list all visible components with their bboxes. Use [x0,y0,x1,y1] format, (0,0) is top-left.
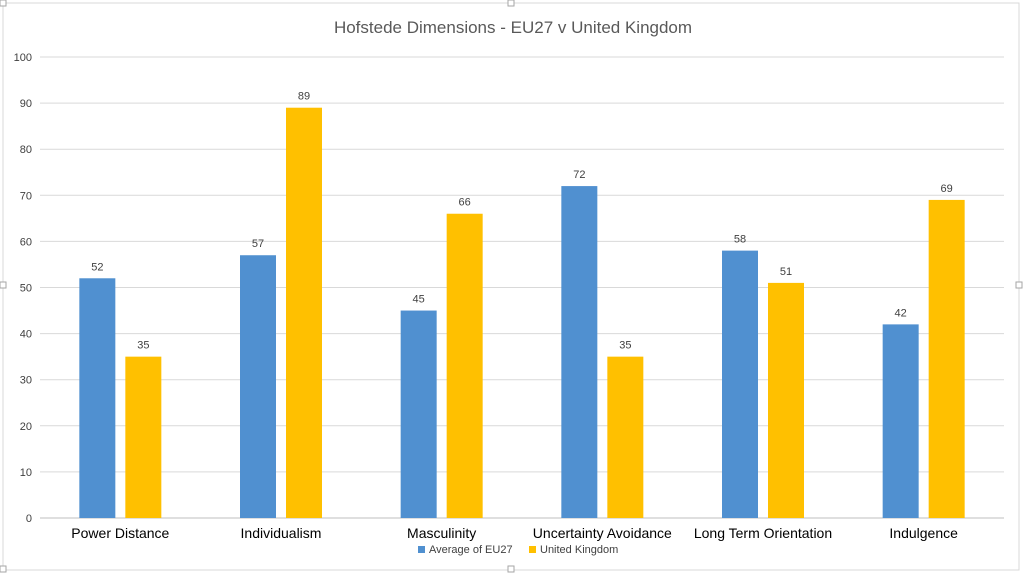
bar-eu27 [79,278,116,518]
resize-handle-bottom-left[interactable] [0,565,7,573]
y-axis: 0 10 20 30 40 50 60 70 80 90 100 [14,52,32,525]
y-tick-label: 40 [20,329,32,341]
resize-handle-middle-right[interactable] [1015,281,1023,289]
y-tick-label: 50 [20,283,32,295]
legend: Average of EU27 United Kingdom [418,544,618,556]
data-label: 45 [413,294,425,306]
x-tick-label: Individualism [241,525,322,541]
legend-swatch [418,546,425,553]
bar-eu27 [882,324,919,518]
x-axis: Power Distance Individualism Masculinity Un… [71,525,958,541]
resize-handle-middle-left[interactable] [0,281,7,289]
data-label: 35 [137,340,149,352]
y-tick-label: 90 [20,98,32,110]
data-label: 52 [91,261,103,273]
x-tick-label: Power Distance [71,525,169,541]
bars [79,107,965,519]
bar-uk [125,356,162,518]
chart-title: Hofstede Dimensions - EU27 v United King… [334,18,692,37]
data-labels: 52 35 57 89 45 66 72 35 58 51 42 69 [91,91,953,352]
y-tick-label: 30 [20,375,32,387]
bar-uk [928,199,965,518]
bar-eu27 [240,255,276,519]
legend-label: Average of EU27 [429,544,513,556]
resize-handle-top-center[interactable] [507,0,515,7]
gridlines [40,56,1004,519]
bar-uk [607,356,644,518]
y-tick-label: 100 [14,52,32,64]
x-tick-label: Masculinity [407,525,476,541]
bar-eu27 [722,250,758,518]
resize-handle-bottom-center[interactable] [507,565,515,573]
x-tick-label: Long Term Orientation [694,525,832,541]
bar-uk [446,213,483,519]
bar-eu27 [400,310,437,518]
data-label: 72 [573,169,585,181]
y-tick-label: 0 [26,513,32,525]
y-tick-label: 80 [20,144,32,156]
data-label: 69 [941,183,953,195]
data-label: 51 [780,266,792,278]
y-tick-label: 60 [20,236,32,248]
bar-uk [768,282,804,518]
legend-label: United Kingdom [540,544,618,556]
x-tick-label: Indulgence [889,525,958,541]
data-label: 66 [459,197,471,209]
data-label: 89 [298,91,310,103]
data-label: 57 [252,238,264,250]
y-tick-label: 20 [20,421,32,433]
resize-handle-top-left[interactable] [0,0,7,7]
data-label: 58 [734,234,746,246]
data-label: 35 [619,340,631,352]
legend-swatch [529,546,536,553]
y-tick-label: 10 [20,467,32,479]
bar-uk [286,107,322,519]
y-tick-label: 70 [20,190,32,202]
bar-eu27 [561,186,598,518]
data-label: 42 [895,307,907,319]
x-tick-label: Uncertainty Avoidance [533,525,672,541]
